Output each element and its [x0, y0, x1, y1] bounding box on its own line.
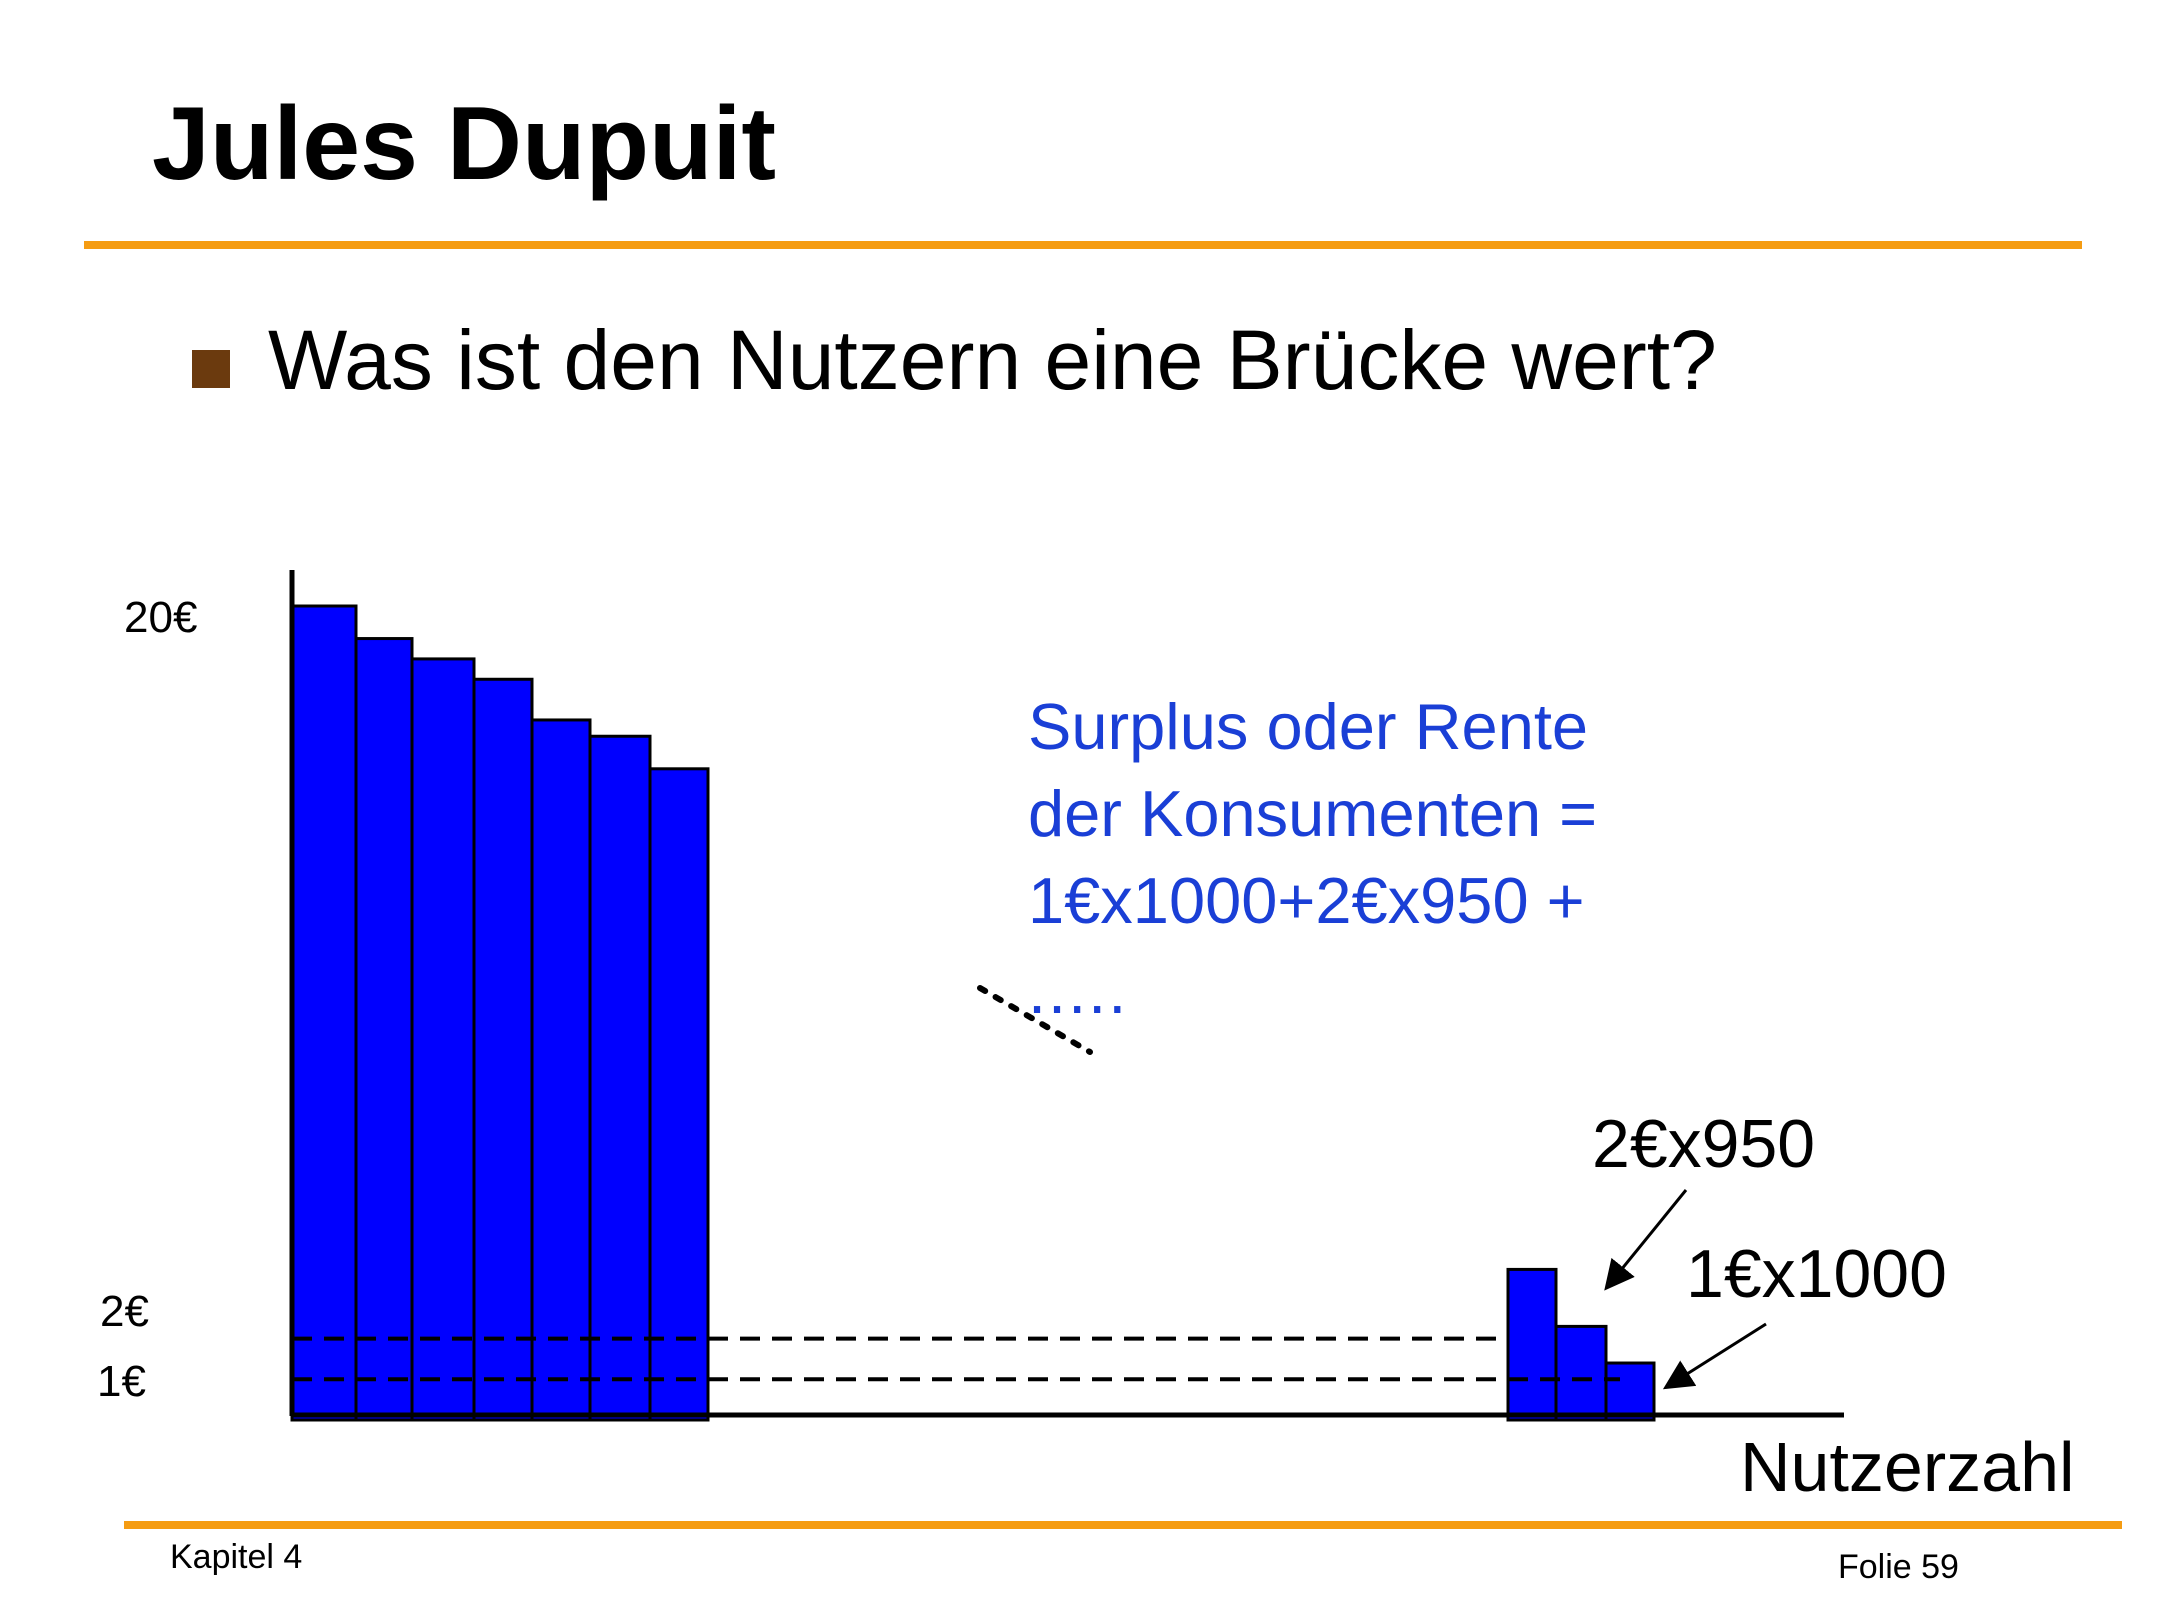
bar-right-1 — [1506, 1267, 1558, 1422]
bar-right-3 — [1604, 1361, 1656, 1422]
arrow-to-1eur-bar — [1662, 1322, 1767, 1390]
y-tick-label-1: 1€ — [97, 1357, 146, 1406]
y-tick-label-2: 2€ — [100, 1287, 149, 1336]
bar-right-2 — [1554, 1324, 1608, 1422]
x-axis-label: Nutzerzahl — [1740, 1428, 2075, 1506]
surplus-text-ellipsis: ..... — [1028, 954, 1129, 1027]
surplus-text-line-3: 1€x1000+2€x950 + — [1028, 864, 1585, 937]
surplus-text-line-2: der Konsumenten = — [1028, 777, 1598, 850]
footer-divider — [124, 1521, 2122, 1529]
bar-left-4 — [472, 677, 534, 1422]
bar-left-6 — [588, 734, 652, 1422]
footer-chapter: Kapitel 4 — [170, 1538, 303, 1576]
annotation-1eur-x-1000: 1€x1000 — [1686, 1236, 1947, 1312]
bar-left-7 — [648, 767, 710, 1422]
surplus-text-line-1: Surplus oder Rente — [1028, 690, 1589, 763]
bullet-marker-icon — [192, 350, 230, 388]
annotation-2eur-x-950: 2€x950 — [1592, 1106, 1816, 1182]
bar-left-2 — [354, 637, 414, 1422]
footer-slide-number: Folie 59 — [1838, 1548, 1959, 1586]
bar-left-1 — [290, 604, 358, 1422]
arrow-to-2eur-bar — [1604, 1189, 1688, 1291]
slide-title: Jules Dupuit — [152, 86, 777, 202]
bar-left-3 — [410, 657, 476, 1422]
dotted-leader-line — [977, 985, 1093, 1055]
bar-left-5 — [530, 718, 592, 1422]
y-tick-label-20: 20€ — [124, 593, 198, 642]
title-divider — [84, 241, 2082, 249]
bullet-text: Was ist den Nutzern eine Brücke wert? — [268, 313, 1717, 407]
